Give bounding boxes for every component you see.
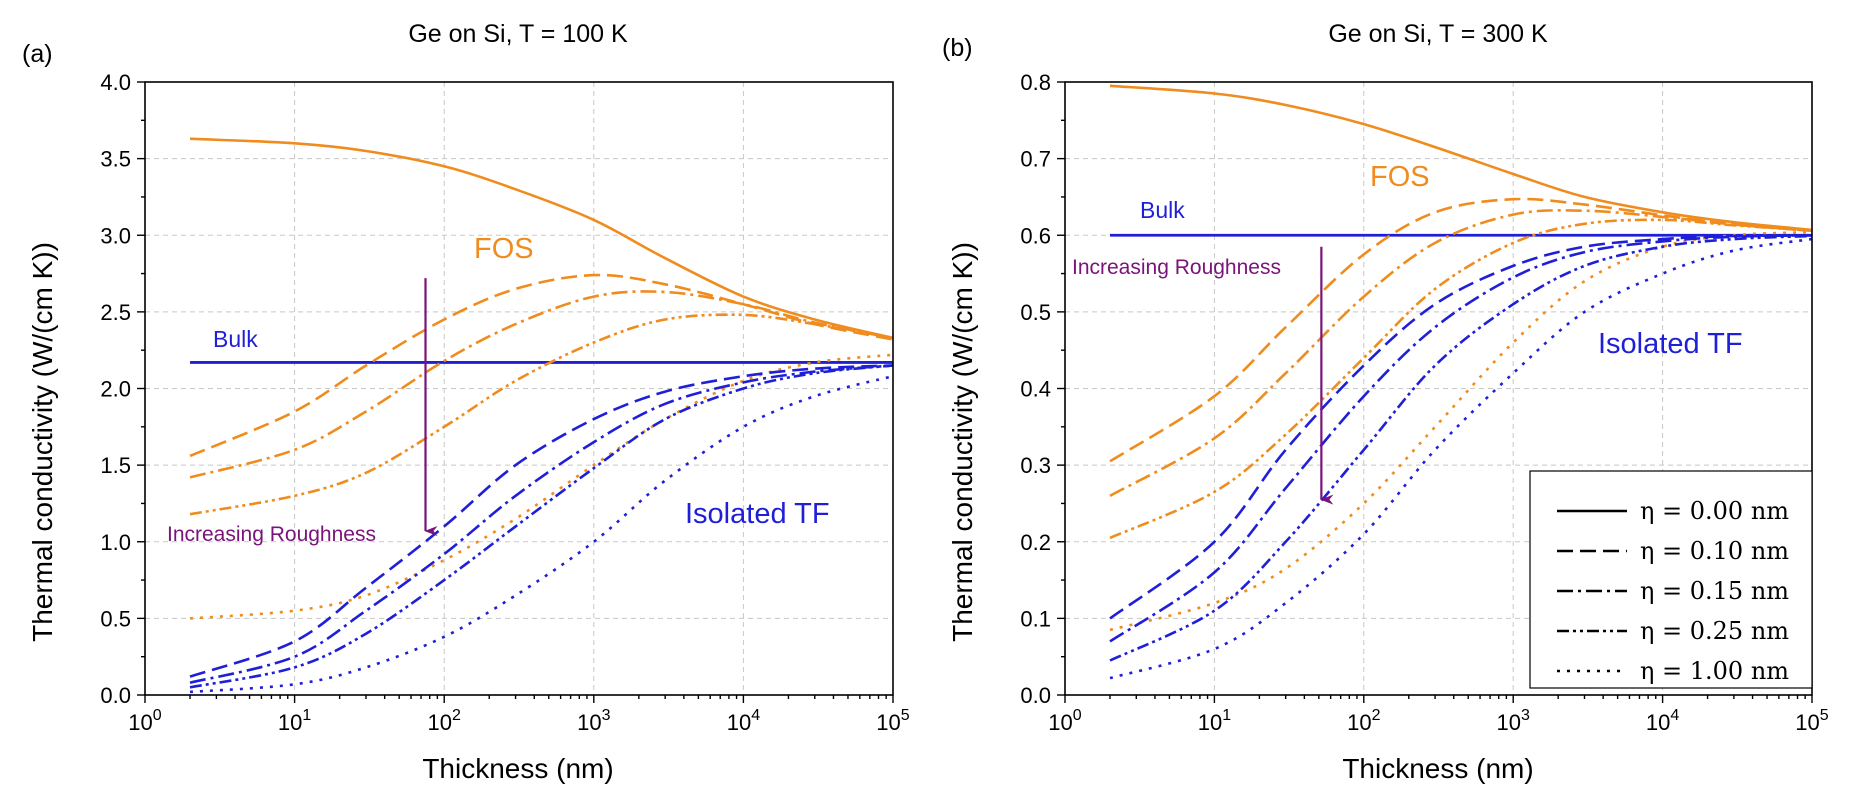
panel-a-y-axis-title: Thermal conductivity (W/(cm K)): [27, 242, 58, 642]
series-line-b-fos-3: [1109, 218, 1813, 540]
y-tick-label: 1.5: [100, 453, 131, 478]
series-line-a-fos-2: [189, 290, 894, 479]
legend-label: η = 1.00 nm: [1640, 657, 1789, 685]
y-tick-label: 0.7: [1020, 147, 1051, 172]
series-line-a-tf-8: [189, 374, 894, 694]
legend-box: [1529, 470, 1813, 689]
series-line-b-tf-7: [1109, 234, 1813, 662]
x-tick-label: 103: [577, 707, 610, 735]
panel-b-plot-area: 100 101 102 103 104 105 0.0 0.1 0.2 0.3 0.4 0.5 0.6 0…: [1020, 70, 1828, 735]
y-tick-label: 0.0: [100, 683, 131, 708]
x-tick-label: 100: [1048, 707, 1081, 735]
y-tick-label: 0.3: [1020, 453, 1051, 478]
series-line-a-fos-4: [189, 353, 894, 620]
x-tick-label: 101: [278, 707, 311, 735]
panel-b-isolated-tf-label: Isolated TF: [1598, 328, 1743, 360]
x-tick-label: 102: [1347, 707, 1380, 735]
y-tick-label: 0.5: [100, 606, 131, 631]
panel-b-title: Ge on Si, T = 300 K: [1328, 20, 1548, 48]
series-line-a-fos-3: [189, 313, 894, 516]
series-line-a-fos-1: [189, 273, 894, 458]
series-line-a-fos-0: [189, 137, 894, 340]
series-line-b-tf-5: [1109, 234, 1813, 620]
y-tick-label: 0.1: [1020, 606, 1051, 631]
panel-label-b: (b): [942, 34, 973, 62]
legend-label: η = 0.00 nm: [1640, 497, 1789, 525]
y-tick-label: 3.0: [100, 223, 131, 248]
x-tick-label: 102: [428, 707, 461, 735]
series-line-a-tf-6: [189, 364, 894, 684]
panel-a-bulk-label: Bulk: [213, 326, 258, 352]
legend-label: η = 0.25 nm: [1640, 617, 1789, 645]
legend-label: η = 0.15 nm: [1640, 577, 1789, 605]
y-tick-label: 0.0: [1020, 683, 1051, 708]
x-tick-label: 105: [876, 707, 909, 735]
legend: η = 0.00 nm η = 0.10 nm η = 0.15 nm η = 0.2…: [1529, 470, 1813, 689]
panel-a-fos-label: FOS: [474, 233, 534, 265]
legend-entries: η = 0.00 nm η = 0.10 nm η = 0.15 nm η = 0.2…: [1557, 497, 1789, 685]
y-tick-label: 1.0: [100, 530, 131, 555]
panel-b-fos-label: FOS: [1370, 161, 1430, 193]
x-tick-label: 104: [727, 707, 760, 735]
x-tick-label: 105: [1795, 707, 1828, 735]
series-line-b-tf-8: [1109, 237, 1813, 680]
series-line-b-tf-6: [1109, 234, 1813, 643]
series-line-b-fos-2: [1109, 209, 1813, 497]
panel-b-x-axis-title: Thickness (nm): [1342, 753, 1533, 784]
series-line-a-tf-7: [189, 364, 894, 689]
y-tick-label: 0.4: [1020, 377, 1051, 402]
y-tick-label: 2.0: [100, 377, 131, 402]
y-tick-label: 0.5: [1020, 300, 1051, 325]
panel-a-x-axis-title: Thickness (nm): [422, 753, 613, 784]
panel-a: (a) Ge on Si, T = 100 K 100 101 102 103 104 1…: [22, 20, 910, 784]
panel-a-isolated-tf-label: Isolated TF: [685, 498, 830, 530]
series-line-b-fos-4: [1109, 230, 1813, 632]
x-tick-label: 100: [128, 707, 161, 735]
x-tick-label: 104: [1646, 707, 1679, 735]
panel-b-bulk-label: Bulk: [1140, 197, 1185, 223]
series-line-a-tf-5: [189, 364, 894, 678]
series-line-b-fos-0: [1109, 84, 1813, 232]
legend-label: η = 0.10 nm: [1640, 537, 1789, 565]
y-tick-label: 0.6: [1020, 223, 1051, 248]
panel-b-roughness-label: Increasing Roughness: [1072, 256, 1281, 279]
x-tick-label: 103: [1497, 707, 1530, 735]
y-tick-label: 0.8: [1020, 70, 1051, 95]
panel-a-roughness-label: Increasing Roughness: [167, 523, 376, 546]
panel-a-title: Ge on Si, T = 100 K: [408, 20, 628, 48]
panel-b: (b) Ge on Si, T = 300 K 100 101 102 103 104 1…: [942, 20, 1829, 784]
panel-b-y-axis-title: Thermal conductivity (W/(cm K)): [947, 242, 978, 642]
y-tick-label: 4.0: [100, 70, 131, 95]
y-tick-label: 3.5: [100, 147, 131, 172]
panel-label-a: (a): [22, 40, 53, 68]
y-tick-label: 2.5: [100, 300, 131, 325]
y-tick-label: 0.2: [1020, 530, 1051, 555]
panel-a-plot-area: 100 101 102 103 104 105 0.0 0.5 1.0 1.5 2.0 2.5 3.0 3…: [100, 70, 909, 735]
x-tick-label: 101: [1198, 707, 1231, 735]
